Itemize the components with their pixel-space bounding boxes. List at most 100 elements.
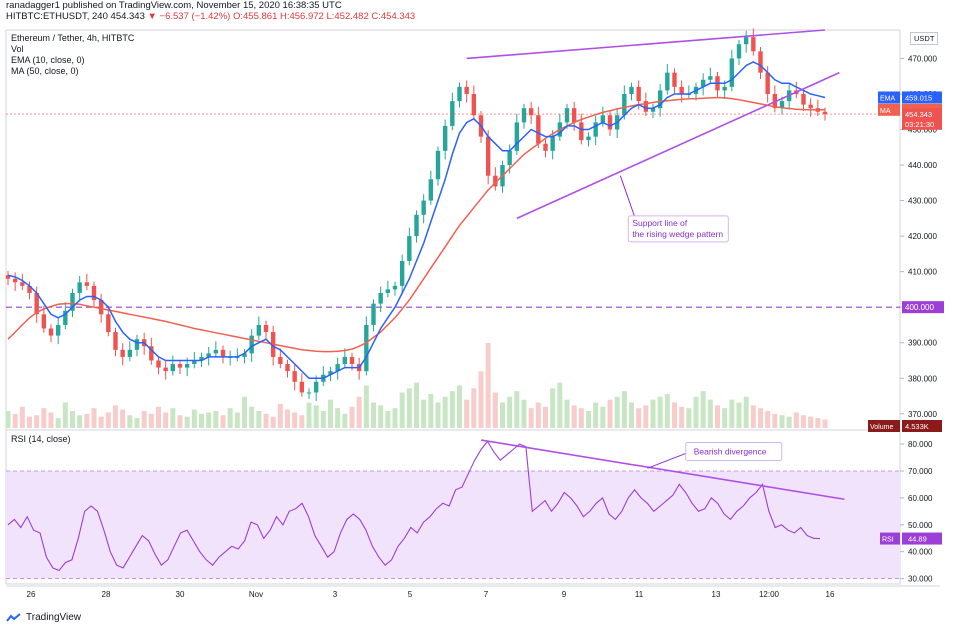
volume-bar: [607, 399, 613, 428]
volume-bar: [543, 406, 548, 428]
volume-bar: [736, 402, 742, 428]
volume-bar: [557, 382, 563, 428]
volume-bar: [206, 412, 212, 428]
volume-bar: [586, 411, 591, 428]
volume-bar: [292, 412, 298, 428]
volume-bar: [363, 385, 369, 428]
candle-body: [120, 349, 125, 357]
annotation-text: the rising wedge pattern: [632, 229, 723, 239]
price-tick-label: 470.000: [908, 54, 937, 63]
volume-bar: [127, 415, 133, 428]
volume-bar: [485, 343, 491, 428]
candle-body: [98, 300, 104, 315]
candle-body: [643, 101, 649, 112]
volume-bar: [793, 412, 799, 428]
candle-body: [779, 101, 785, 109]
candle-body: [220, 349, 226, 357]
time-tick-label: 16: [826, 590, 835, 599]
volume-bar: [693, 396, 699, 428]
volume-bar: [55, 418, 61, 428]
candle-body: [206, 353, 211, 357]
candle-body: [751, 37, 756, 52]
candle-body: [113, 332, 118, 350]
volume-bar: [378, 405, 384, 428]
volume-bar: [614, 396, 620, 428]
volume-bar: [320, 411, 326, 428]
price-change: ▼ −6.537 (−1.42%): [147, 11, 231, 22]
volume-bar: [442, 396, 448, 428]
price-badge-label: 03:21:30: [905, 120, 934, 129]
tradingview-icon: [6, 612, 21, 622]
candle-body: [679, 86, 684, 94]
wedge-lower-line: [516, 71, 840, 220]
volume-bar: [550, 388, 556, 428]
volume-bar: [729, 399, 735, 428]
candle-body: [177, 364, 183, 368]
volume-tag: [868, 420, 900, 432]
candle-body: [349, 356, 355, 365]
candle-body: [586, 136, 591, 141]
ohlc-values: O:455.861 H:456.972 L:452.482 C:454.343: [232, 11, 416, 22]
candle-body: [27, 285, 32, 293]
price-tick-label: 430.000: [908, 197, 937, 206]
volume-bar: [765, 411, 771, 428]
currency-button[interactable]: USDT: [910, 32, 939, 45]
volume-bar: [371, 402, 376, 428]
wedge-upper-line: [466, 29, 826, 60]
candle-body: [665, 72, 670, 91]
volume-bar: [170, 408, 176, 428]
volume-bar: [277, 403, 283, 428]
rsi-tick-label: 70.000: [908, 467, 933, 476]
legend-ma: MA (50, close, 0): [11, 66, 79, 76]
candle-body: [550, 136, 555, 151]
volume-bar: [349, 406, 355, 428]
time-tick-label: 5: [408, 590, 413, 599]
volume-bar: [263, 413, 269, 428]
volume-bar: [191, 409, 197, 428]
candle-body: [528, 108, 534, 116]
candle-body: [521, 108, 527, 123]
volume-bar: [356, 396, 362, 428]
volume-bar: [421, 399, 427, 428]
candle-body: [421, 200, 426, 215]
time-tick-label: 28: [102, 590, 111, 599]
candle-body: [622, 93, 627, 116]
volume-bar: [571, 405, 577, 428]
candle-body: [149, 346, 154, 361]
candle-body: [106, 314, 111, 333]
annotation-arrow: [619, 175, 635, 217]
volume-bar: [815, 418, 821, 428]
volume-bar: [657, 396, 663, 428]
volume-bar: [270, 416, 276, 428]
candle-body: [600, 115, 606, 123]
time-tick-label: 7: [484, 590, 489, 599]
volume-bar: [5, 411, 11, 428]
rsi-badge: [902, 532, 942, 545]
candle-body: [399, 260, 405, 286]
volume-bar: [62, 402, 68, 428]
legend-ema: EMA (10, close, 0): [11, 55, 85, 65]
candle-body: [428, 179, 434, 201]
volume-bar: [134, 418, 140, 428]
candle-body: [127, 349, 133, 357]
price-badge: [902, 108, 942, 121]
candle-body: [414, 214, 419, 237]
volume-badge: [902, 420, 942, 432]
price-tick-label: 380.000: [908, 374, 937, 383]
volume-bar: [507, 396, 513, 428]
symbol-info: HITBTC:ETHUSDT, 240 454.343 ▼ −6.537 (−1…: [6, 11, 415, 22]
candle-body: [392, 285, 398, 290]
rsi-tag-label: RSI: [882, 537, 894, 544]
price-tick-label: 440.000: [908, 161, 937, 170]
volume-bar: [227, 408, 233, 428]
volume-bar: [435, 402, 441, 428]
price-tick-label: 410.000: [908, 268, 937, 277]
volume-bar: [528, 408, 534, 428]
volume-bar: [299, 415, 305, 428]
volume-bar: [141, 411, 147, 428]
volume-bar: [84, 413, 90, 428]
volume-bar: [750, 405, 756, 428]
volume-bar: [578, 408, 584, 428]
volume-bar: [643, 405, 649, 428]
